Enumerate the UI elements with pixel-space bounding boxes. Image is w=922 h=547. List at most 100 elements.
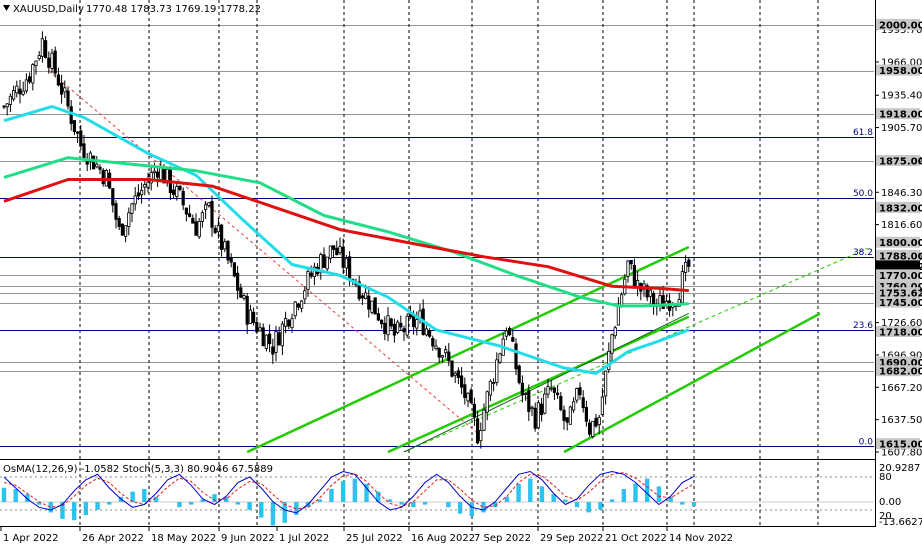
candle bbox=[610, 333, 614, 362]
osma-bar bbox=[83, 502, 89, 515]
price-tick-label: 1846.30 bbox=[881, 188, 922, 199]
stoch-signal-line bbox=[3, 472, 695, 510]
candle bbox=[328, 245, 333, 264]
candle bbox=[549, 379, 553, 392]
candle bbox=[379, 319, 384, 329]
price-label-text: 1615.00 bbox=[879, 440, 922, 451]
candle bbox=[258, 322, 262, 332]
candle bbox=[491, 378, 496, 392]
candle bbox=[117, 215, 121, 231]
price-label-box: 2000.00 bbox=[876, 18, 922, 31]
osma-bar bbox=[457, 502, 463, 514]
osma-bar bbox=[574, 502, 580, 508]
candle bbox=[584, 400, 589, 427]
price-label-text: 1875.00 bbox=[879, 157, 922, 168]
candle bbox=[34, 60, 38, 75]
candle bbox=[540, 397, 544, 422]
candle bbox=[226, 240, 230, 264]
price-label-box: 1615.00 bbox=[876, 438, 922, 451]
candle bbox=[588, 419, 592, 437]
fib-label: 61.8 bbox=[853, 128, 873, 138]
osma-bar bbox=[516, 483, 521, 502]
candle bbox=[76, 131, 80, 144]
candle bbox=[261, 323, 265, 347]
indicator-axis-label: 80 bbox=[879, 472, 892, 483]
time-tick-label: 7 Sep 2022 bbox=[474, 533, 531, 544]
collapse-arrow-icon bbox=[3, 5, 10, 11]
candle bbox=[437, 347, 441, 363]
osma-bar bbox=[492, 502, 498, 508]
candle bbox=[338, 237, 342, 255]
candle bbox=[392, 318, 397, 343]
fib-label: 0.0 bbox=[859, 437, 874, 447]
candle bbox=[485, 390, 489, 421]
candle bbox=[92, 155, 96, 170]
candle bbox=[325, 256, 329, 274]
candle bbox=[613, 325, 617, 339]
candle bbox=[271, 338, 275, 364]
osma-bar bbox=[586, 502, 591, 513]
candle bbox=[133, 187, 137, 211]
osma-bar bbox=[656, 486, 662, 502]
candle bbox=[60, 74, 64, 104]
candle bbox=[581, 390, 585, 413]
candle bbox=[27, 72, 32, 85]
osma-bar bbox=[142, 489, 147, 502]
price-label-box: 1753.62 bbox=[876, 287, 922, 300]
candle bbox=[527, 384, 531, 421]
time-tick-label: 16 Aug 2022 bbox=[411, 533, 475, 544]
candle bbox=[629, 259, 633, 270]
candle bbox=[280, 321, 285, 356]
time-tick-label: 9 Jun 2022 bbox=[221, 533, 275, 544]
osma-bar bbox=[645, 478, 650, 502]
osma-bar bbox=[177, 502, 182, 508]
candle bbox=[648, 288, 653, 304]
time-tick-label: 14 Nov 2022 bbox=[669, 533, 733, 544]
ma-cyan-line bbox=[3, 105, 690, 375]
price-label-text: 1745.00 bbox=[879, 298, 922, 309]
price-label-box: 1690.00 bbox=[876, 356, 922, 369]
osma-bar bbox=[188, 502, 194, 505]
candle bbox=[469, 387, 473, 404]
osma-bar bbox=[95, 502, 100, 510]
candle bbox=[293, 301, 297, 320]
fib-label: 23.6 bbox=[853, 321, 873, 331]
indicator-axis-label: 0.00 bbox=[879, 497, 901, 508]
candle bbox=[98, 164, 102, 175]
price-label-box: 1832.00 bbox=[876, 201, 922, 214]
price-tick-label: 1726.60 bbox=[881, 318, 922, 329]
channel-line bbox=[387, 315, 690, 454]
candle bbox=[120, 223, 124, 236]
candle bbox=[604, 370, 608, 405]
candle bbox=[312, 262, 317, 286]
osma-bar bbox=[25, 494, 30, 502]
inner-trend-line bbox=[403, 313, 690, 453]
price-label-box: 1778.22 bbox=[876, 260, 922, 273]
time-tick-label: 25 Jul 2022 bbox=[346, 533, 403, 544]
candle bbox=[37, 51, 41, 61]
candle bbox=[114, 200, 118, 229]
candle bbox=[556, 384, 560, 399]
candle bbox=[194, 213, 198, 236]
candle bbox=[572, 397, 576, 413]
osma-bar bbox=[376, 491, 381, 502]
osma-bar bbox=[668, 496, 673, 502]
candle bbox=[171, 184, 176, 199]
osma-bar bbox=[235, 502, 241, 505]
candle bbox=[360, 293, 365, 305]
candle bbox=[248, 304, 252, 325]
candle bbox=[175, 183, 179, 201]
candle bbox=[303, 286, 307, 304]
price-label-text: 2000.00 bbox=[879, 20, 922, 31]
price-label-box: 1800.00 bbox=[876, 236, 922, 249]
time-tick-label: 1 Jul 2022 bbox=[279, 533, 329, 544]
indicator-label: OsMA(12,26,9) -1.0582 Stoch(5,3,3) 80.90… bbox=[3, 464, 273, 475]
price-label-text: 1918.00 bbox=[879, 110, 922, 121]
candle bbox=[331, 245, 336, 258]
osma-bar bbox=[36, 502, 42, 505]
candle bbox=[684, 255, 688, 282]
price-label-box: 1958.00 bbox=[876, 64, 922, 77]
candle bbox=[479, 422, 483, 449]
